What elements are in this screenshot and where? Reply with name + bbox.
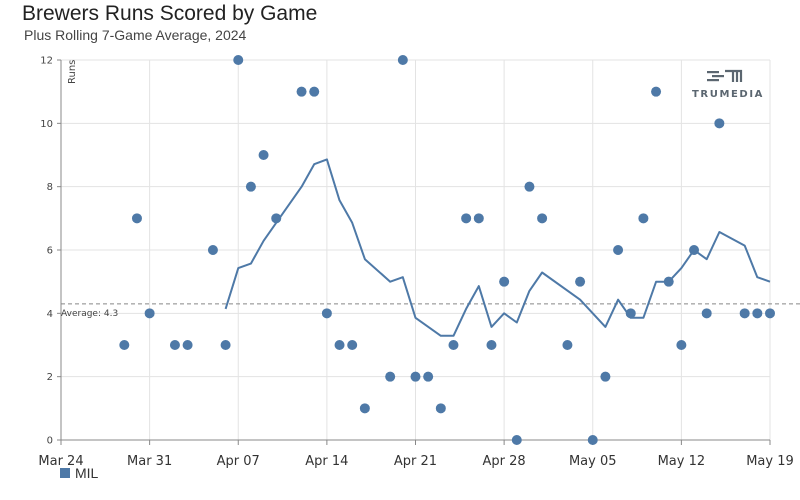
x-tick-label: Apr 28 [483, 454, 526, 469]
runs-point [511, 435, 522, 445]
runs-point [587, 435, 598, 445]
x-tick-label: Mar 24 [38, 454, 83, 469]
y-tick-label: 8 [47, 182, 53, 193]
runs-point [207, 245, 218, 255]
runs-point [296, 86, 307, 97]
x-tick-label: Apr 21 [394, 454, 437, 469]
chart-legend: MIL [60, 465, 98, 481]
runs-point [499, 276, 510, 287]
runs-point [182, 340, 193, 350]
runs-point [233, 55, 244, 65]
runs-point [562, 340, 573, 350]
trumedia-logo-icon [707, 69, 743, 82]
y-axis-label: Runs [67, 60, 78, 84]
runs-point [309, 86, 320, 97]
runs-point [461, 213, 472, 224]
runs-point [397, 55, 408, 65]
chart-title: Brewers Runs Scored by Game [22, 2, 318, 25]
runs-point [638, 213, 649, 224]
runs-point [714, 118, 725, 129]
chart-grid [60, 59, 771, 441]
y-tick-label: 6 [47, 246, 53, 257]
runs-point [486, 340, 497, 350]
runs-point [385, 371, 396, 382]
chart-subtitle: Plus Rolling 7-Game Average, 2024 [24, 27, 247, 43]
y-tick-label: 2 [47, 372, 53, 383]
runs-point [752, 308, 763, 319]
legend-label: MIL [75, 465, 99, 481]
runs-point [448, 340, 459, 350]
runs-point [613, 245, 624, 255]
chart-axes: 0 2 4 6 8 10 12 Mar 24 Mar 31 Apr 07 Apr 14 Apr 21 A… [38, 56, 793, 470]
runs-point [600, 371, 611, 382]
runs-point [410, 371, 421, 382]
runs-points-series [119, 55, 775, 445]
runs-point [220, 340, 231, 350]
runs-point [765, 308, 775, 319]
average-reference: Average: 4.3 [61, 303, 800, 319]
runs-point [144, 308, 155, 319]
runs-point [334, 340, 345, 350]
x-tick-label: Apr 14 [305, 454, 348, 469]
logo-text: TRUMEDIA [692, 89, 764, 100]
average-label: Average: 4.3 [61, 309, 118, 319]
runs-point [435, 403, 446, 414]
runs-point [245, 181, 256, 192]
y-tick-label: 12 [40, 56, 53, 67]
x-tick-label: May 12 [658, 454, 706, 469]
runs-point [347, 340, 358, 350]
runs-point [131, 213, 142, 224]
x-tick-label: Mar 31 [127, 454, 172, 469]
runs-point [524, 181, 535, 192]
runs-point [676, 340, 687, 350]
runs-point [258, 150, 269, 160]
runs-point [321, 308, 332, 319]
runs-point [689, 245, 700, 255]
x-tick-label: Apr 07 [217, 454, 260, 469]
runs-point [169, 340, 180, 350]
y-tick-label: 10 [40, 119, 53, 130]
rolling-average-line [224, 158, 771, 337]
y-tick-label: 0 [47, 436, 53, 447]
trumedia-logo: TRUMEDIA [692, 68, 762, 100]
x-tick-label: May 05 [569, 454, 617, 469]
x-tick-label: May 19 [746, 454, 794, 469]
rolling-average-series [224, 158, 771, 337]
runs-point [701, 308, 712, 319]
runs-point [359, 403, 370, 414]
runs-point [119, 340, 130, 350]
runs-point [271, 213, 282, 224]
y-tick-label: 4 [47, 309, 53, 320]
runs-point [575, 276, 586, 287]
runs-point [537, 213, 548, 224]
runs-point [625, 308, 636, 319]
runs-point [663, 276, 674, 287]
legend-swatch [60, 468, 70, 478]
runs-point [473, 213, 484, 224]
runs-point [739, 308, 750, 319]
runs-point [423, 371, 434, 382]
runs-point [651, 86, 662, 97]
